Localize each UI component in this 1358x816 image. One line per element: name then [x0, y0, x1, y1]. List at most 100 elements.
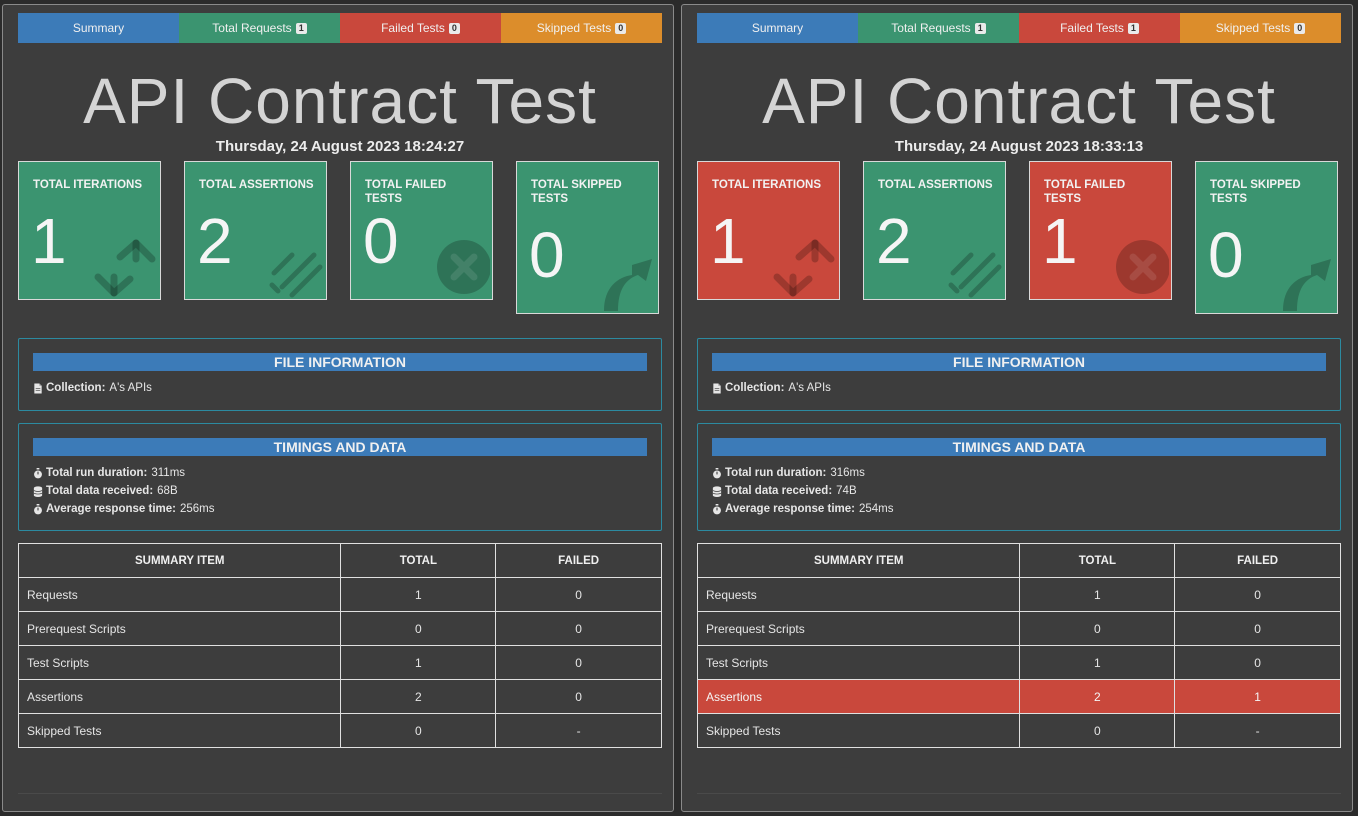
report-panel: Summary Total Requests 1 Failed Tests 0 … [2, 4, 674, 812]
card-total-failed-tests: TOTAL FAILED TESTS 0 [350, 161, 493, 300]
panel-footer-divider [697, 793, 1341, 794]
total-cell: 1 [1019, 577, 1176, 612]
column-header: SUMMARY ITEM [17, 543, 342, 578]
card-total-skipped-tests: TOTAL SKIPPED TESTS 0 [516, 161, 659, 314]
card-total-iterations: TOTAL ITERATIONS 1 [697, 161, 840, 300]
card-label: TOTAL ITERATIONS [712, 179, 822, 191]
tab-label: Skipped Tests [536, 21, 612, 35]
tab-label: Summary [72, 21, 125, 35]
summary-item-cell: Requests [696, 577, 1021, 612]
card-value: 2 [876, 205, 912, 277]
column-header: FAILED [1174, 543, 1341, 578]
card-value: 1 [31, 205, 67, 277]
panel-footer-divider [18, 793, 662, 794]
data-received-value: 68B [157, 485, 178, 497]
refresh-icon [94, 239, 156, 297]
card-label: TOTAL FAILED TESTS [365, 179, 447, 205]
table-row: Skipped Tests 0 - [696, 713, 1341, 748]
card-value: 0 [1208, 219, 1244, 291]
section-heading: FILE INFORMATION [712, 353, 1326, 371]
column-header: TOTAL [1019, 543, 1176, 578]
file-information-section: FILE INFORMATION Collection: A's APIs [18, 338, 662, 411]
summary-table: SUMMARY ITEM TOTAL FAILED Requests 1 0 P… [17, 543, 662, 748]
tab-total-requests[interactable]: Total Requests 1 [858, 13, 1019, 43]
times-circle-icon [1116, 240, 1169, 294]
section-heading: FILE INFORMATION [33, 353, 647, 371]
table-header-row: SUMMARY ITEM TOTAL FAILED [17, 543, 662, 578]
failed-cell: 0 [1174, 645, 1341, 680]
share-arrow-icon [604, 259, 652, 311]
summary-item-cell: Test Scripts [17, 645, 342, 680]
column-header: TOTAL [340, 543, 497, 578]
tab-failed-tests[interactable]: Failed Tests 0 [340, 13, 501, 43]
database-icon [33, 485, 43, 497]
card-label: TOTAL ITERATIONS [33, 179, 143, 191]
tab-total-requests[interactable]: Total Requests 1 [179, 13, 340, 43]
run-duration-value: 311ms [151, 467, 186, 479]
stopwatch-icon [34, 467, 42, 478]
stopwatch-icon [713, 467, 721, 478]
collection-value: A's APIs [788, 382, 831, 394]
failed-cell: 0 [495, 645, 662, 680]
tab-skipped-tests[interactable]: Skipped Tests 0 [1180, 13, 1341, 43]
report-panel: Summary Total Requests 1 Failed Tests 1 … [681, 4, 1353, 812]
page-title: API Contract Test [83, 65, 597, 137]
collection-label: Collection: [725, 382, 785, 394]
run-datetime: Thursday, 24 August 2023 18:24:27 [215, 138, 465, 155]
avg-response-line: Average response time: 256ms [33, 500, 661, 518]
summary-item-cell: Skipped Tests [696, 713, 1021, 748]
run-duration-value: 316ms [830, 467, 865, 479]
section-heading: TIMINGS AND DATA [712, 438, 1326, 456]
data-received-value: 74B [836, 485, 857, 497]
table-row: Requests 1 0 [696, 577, 1341, 612]
collection-line: Collection: A's APIs [712, 379, 1340, 397]
tab-skipped-tests[interactable]: Skipped Tests 0 [501, 13, 662, 43]
table-row: Skipped Tests 0 - [17, 713, 662, 748]
run-duration-label: Total run duration: [725, 467, 827, 479]
section-heading: TIMINGS AND DATA [33, 438, 647, 456]
card-label: TOTAL ASSERTIONS [199, 179, 314, 191]
card-total-skipped-tests: TOTAL SKIPPED TESTS 0 [1195, 161, 1338, 314]
summary-item-cell: Assertions [17, 679, 342, 714]
total-cell: 1 [1019, 645, 1176, 680]
data-received-label: Total data received: [46, 485, 154, 497]
table-row: Test Scripts 1 0 [696, 645, 1341, 680]
summary-item-cell: Skipped Tests [17, 713, 342, 748]
run-duration-line: Total run duration: 311ms [33, 464, 661, 482]
file-icon [713, 382, 721, 394]
card-value: 0 [529, 219, 565, 291]
tab-label: Failed Tests [381, 21, 445, 35]
total-cell: 1 [340, 577, 497, 612]
tab-failed-tests[interactable]: Failed Tests 1 [1019, 13, 1180, 43]
total-cell: 0 [1019, 611, 1176, 646]
summary-item-cell: Prerequest Scripts [696, 611, 1021, 646]
summary-item-cell: Prerequest Scripts [17, 611, 342, 646]
card-total-failed-tests: TOTAL FAILED TESTS 1 [1029, 161, 1172, 300]
database-icon [712, 485, 722, 497]
file-icon [34, 382, 42, 394]
table-row: Requests 1 0 [17, 577, 662, 612]
share-arrow-icon [1283, 259, 1331, 311]
tab-summary[interactable]: Summary [18, 13, 179, 43]
avg-response-label: Average response time: [46, 503, 176, 515]
count-badge: 1 [295, 22, 307, 34]
avg-response-label: Average response time: [725, 503, 855, 515]
summary-item-cell: Assertions [696, 679, 1021, 714]
run-datetime: Thursday, 24 August 2023 18:33:13 [894, 138, 1144, 155]
failed-cell: - [1174, 713, 1341, 748]
card-total-iterations: TOTAL ITERATIONS 1 [18, 161, 161, 300]
summary-table: SUMMARY ITEM TOTAL FAILED Requests 1 0 P… [696, 543, 1341, 748]
tab-label: Failed Tests [1060, 21, 1124, 35]
data-received-line: Total data received: 68B [33, 482, 661, 500]
card-label: TOTAL FAILED TESTS [1044, 179, 1126, 205]
failed-cell: 0 [1174, 611, 1341, 646]
card-value: 0 [363, 205, 399, 277]
avg-response-line: Average response time: 254ms [712, 500, 1340, 518]
times-circle-icon [437, 240, 490, 294]
card-label: TOTAL SKIPPED TESTS [1210, 179, 1301, 205]
tab-summary[interactable]: Summary [697, 13, 858, 43]
failed-cell: 1 [1174, 679, 1341, 714]
tasks-icon [948, 252, 1002, 298]
data-received-line: Total data received: 74B [712, 482, 1340, 500]
failed-cell: 0 [495, 577, 662, 612]
